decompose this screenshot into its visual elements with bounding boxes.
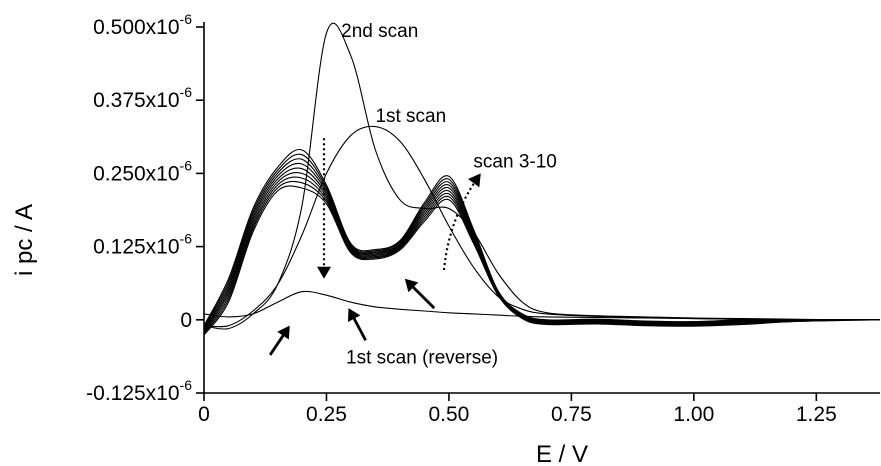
- arrow-dotted: [317, 138, 332, 279]
- y-axis-title: i pc / A: [11, 204, 38, 276]
- scan-curve-4: [203, 153, 880, 328]
- scan-curve-12: [203, 290, 880, 321]
- arrow-solid: [404, 278, 436, 310]
- x-tick-label: 1.00: [673, 403, 714, 426]
- y-tick-label: 0: [180, 309, 192, 332]
- arrow-shaft: [351, 314, 367, 341]
- arrow-solid: [268, 325, 290, 356]
- scan-curve-1: [203, 23, 881, 330]
- arrow-head: [347, 308, 361, 322]
- arrow-dotted-curved: [442, 172, 482, 271]
- arrow-shaft: [442, 172, 482, 271]
- scan-curve-8: [203, 172, 881, 332]
- y-tick-label: -0.125x10-6: [86, 377, 192, 405]
- scan-curve-9: [203, 176, 881, 334]
- annotations: 2nd scan 1st scan scan 3-10 1st scan (rever…: [341, 21, 557, 369]
- scan-curve-10: [203, 180, 881, 335]
- annotation-label: 1st scan (reverse): [346, 348, 498, 369]
- y-tick-label: 0.500x10-6: [93, 11, 192, 39]
- x-tick-label: 0.50: [428, 403, 469, 426]
- arrow-head: [317, 266, 332, 279]
- arrow-head: [468, 173, 481, 188]
- annotation-label: scan 3-10: [473, 152, 556, 173]
- scan-curve-7: [203, 167, 881, 331]
- scan-curve-11: [203, 185, 881, 336]
- scan-curve-3: [203, 148, 880, 326]
- annotation-label: 1st scan: [375, 106, 446, 127]
- arrow-shaft: [268, 331, 287, 356]
- arrow-shaft: [409, 283, 436, 310]
- y-tick-label: 0.125x10-6: [93, 231, 192, 259]
- x-axis-title: E / V: [536, 441, 588, 466]
- scan-curve-6: [203, 162, 881, 330]
- annotation-arrows: [268, 138, 482, 356]
- x-tick-label: 0.75: [551, 403, 592, 426]
- series-curves: [203, 23, 881, 336]
- x-tick-label: 1.25: [796, 403, 837, 426]
- y-tick-label: 0.375x10-6: [93, 84, 192, 112]
- y-axis-ticks: -0.125x10-6 0 0.125x10-6 0.250x10-6 0.375x10…: [86, 11, 204, 405]
- arrow-solid: [347, 308, 367, 341]
- annotation-label: 2nd scan: [341, 21, 418, 42]
- arrow-head: [404, 278, 419, 293]
- scan-curve-5: [203, 158, 880, 329]
- arrow-head: [277, 325, 290, 340]
- x-tick-label: 0: [198, 403, 210, 426]
- y-tick-label: 0.250x10-6: [93, 157, 192, 185]
- x-tick-label: 0.25: [306, 403, 347, 426]
- x-axis-ticks: 0 0.25 0.50 0.75 1.00 1.25: [198, 393, 837, 426]
